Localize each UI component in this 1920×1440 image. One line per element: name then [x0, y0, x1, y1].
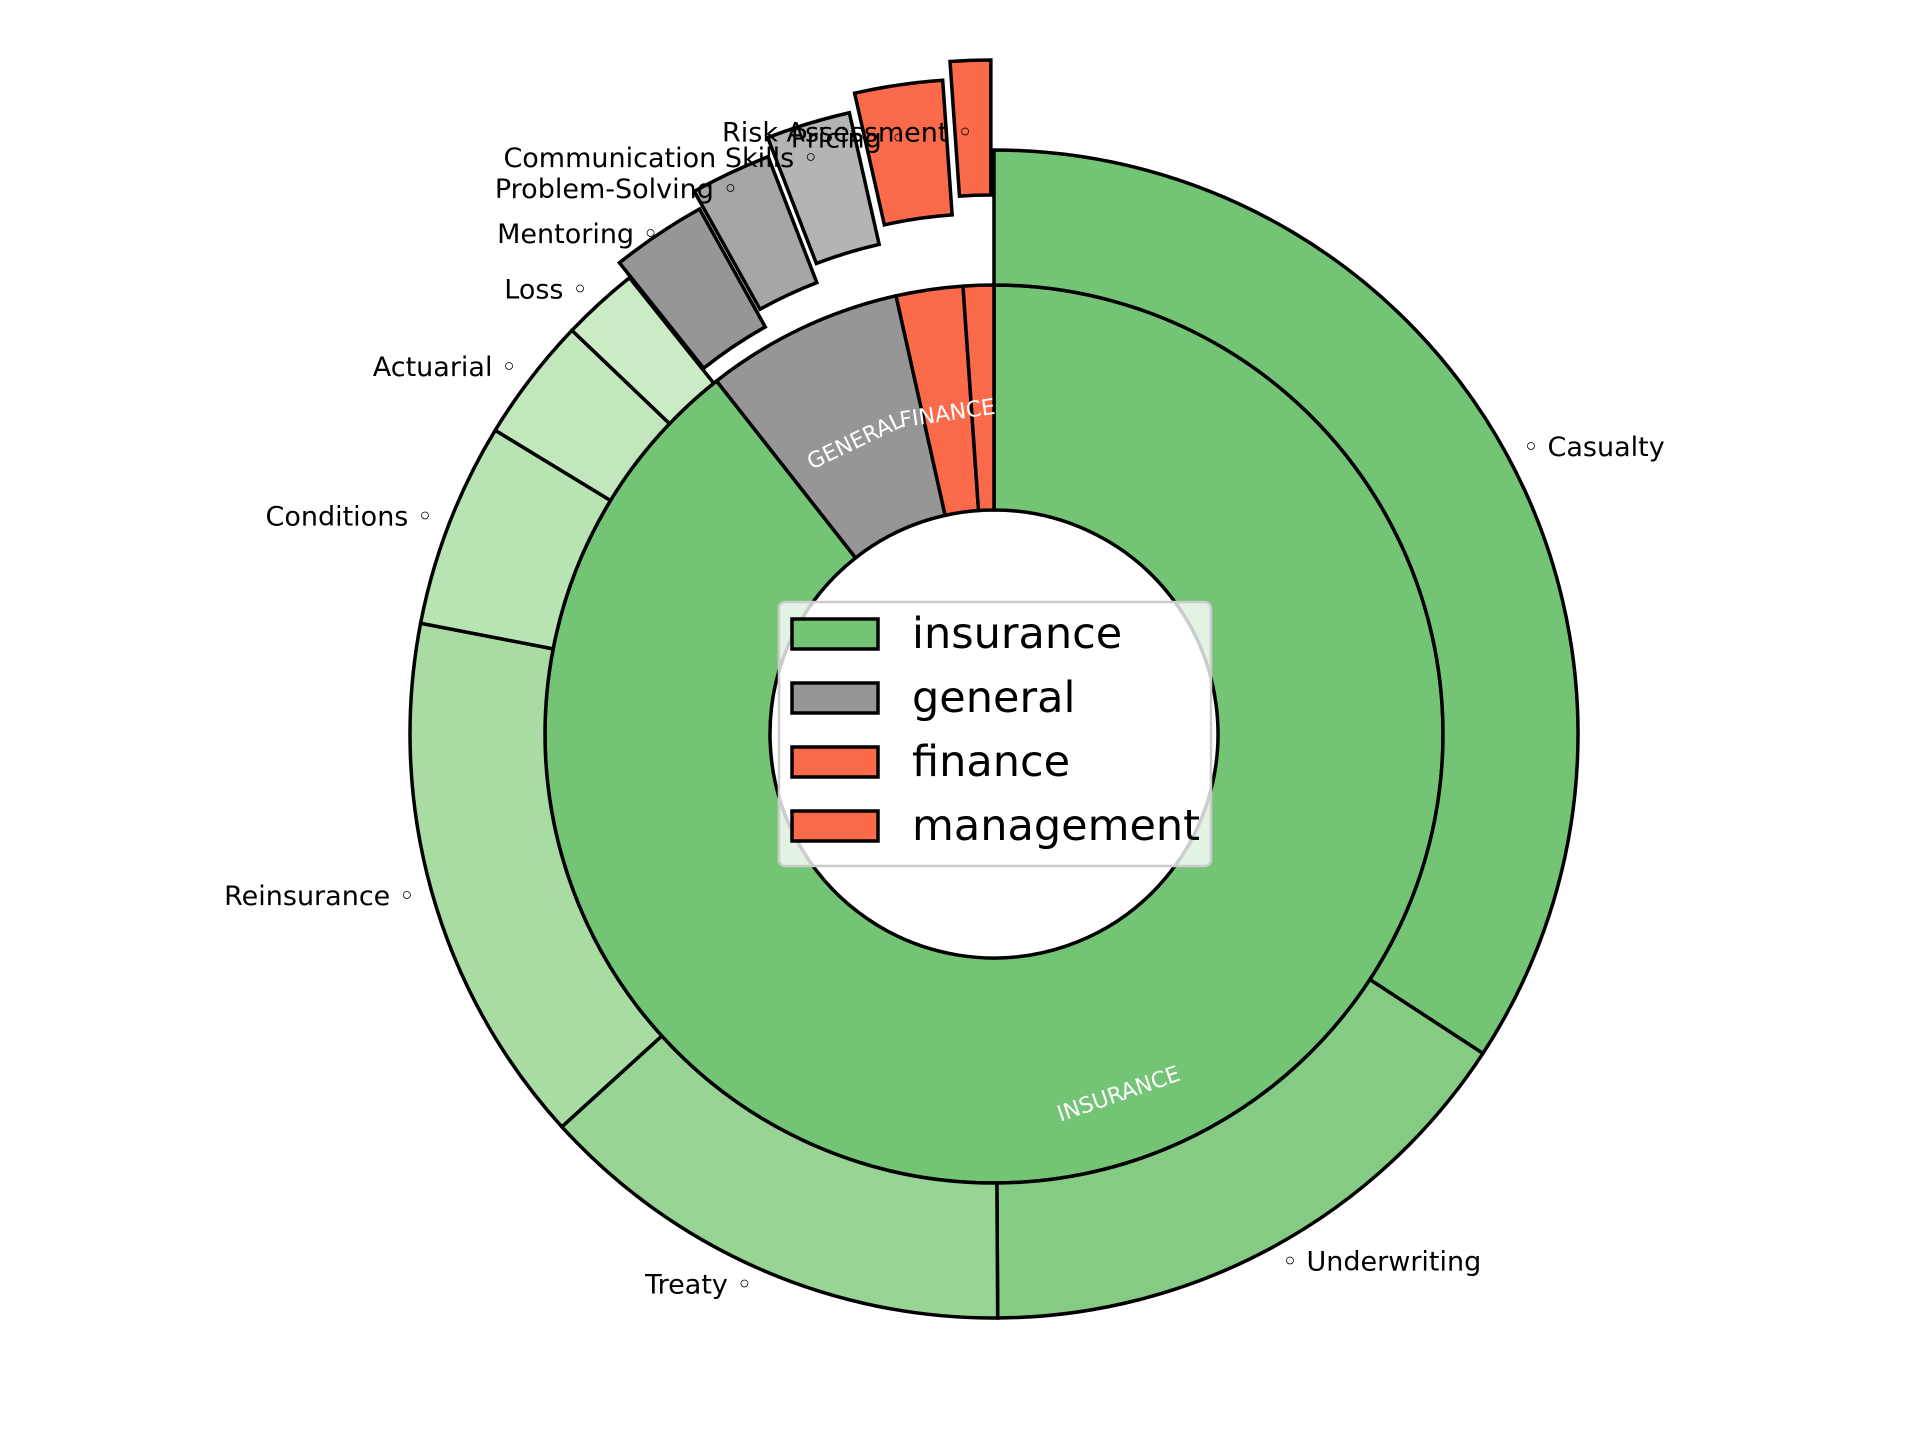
outer-label-casualty: ◦ Casualty [1523, 432, 1665, 463]
outer-label-loss: Loss ◦ [504, 275, 588, 306]
outer-label-pricing: Pricing ◦ [791, 123, 907, 154]
legend-swatch-management [790, 809, 880, 843]
inner-wedge-management [961, 283, 996, 513]
legend-box [777, 600, 1213, 868]
legend-entries: insurance general finance management [790, 609, 1200, 851]
inner-ring [543, 283, 1445, 1185]
legend-swatch-finance [790, 745, 880, 779]
outer-label-risk-assessment: Risk Assessment ◦ [722, 117, 973, 148]
outer-wedge-risk-assessment [948, 58, 993, 199]
outer-label-reinsurance: Reinsurance ◦ [224, 881, 415, 912]
outer-label-problem-solving: Problem-Solving ◦ [495, 174, 739, 205]
outer-wedge-pricing [852, 78, 954, 227]
outer-label-conditions: Conditions ◦ [265, 502, 432, 533]
outer-label-underwriting: ◦ Underwriting [1282, 1247, 1481, 1278]
legend-swatch-general [790, 681, 880, 715]
legend-label-management: management [912, 801, 1200, 851]
outer-wedge-casualty [992, 148, 1580, 1056]
legend-label-insurance: insurance [912, 609, 1122, 659]
outer-labels: ◦ Casualty ◦ Underwriting Treaty ◦ Reinsura… [224, 117, 1665, 1300]
legend-label-general: general [912, 673, 1075, 723]
outer-label-treaty: Treaty ◦ [644, 1269, 752, 1300]
outer-wedge-communication-skills [765, 110, 882, 266]
outer-wedge-problem-solving [691, 154, 820, 312]
legend-label-finance: finance [912, 737, 1070, 787]
legend: insurance general finance management [777, 600, 1213, 868]
outer-wedge-loss [569, 275, 717, 427]
outer-label-communication-skills: Communication Skills ◦ [503, 143, 818, 174]
outer-ring [408, 58, 1580, 1320]
outer-wedge-mentoring [616, 206, 768, 371]
legend-swatch-insurance [790, 617, 880, 651]
outer-label-actuarial: Actuarial ◦ [373, 352, 517, 383]
outer-label-mentoring: Mentoring ◦ [497, 219, 659, 250]
